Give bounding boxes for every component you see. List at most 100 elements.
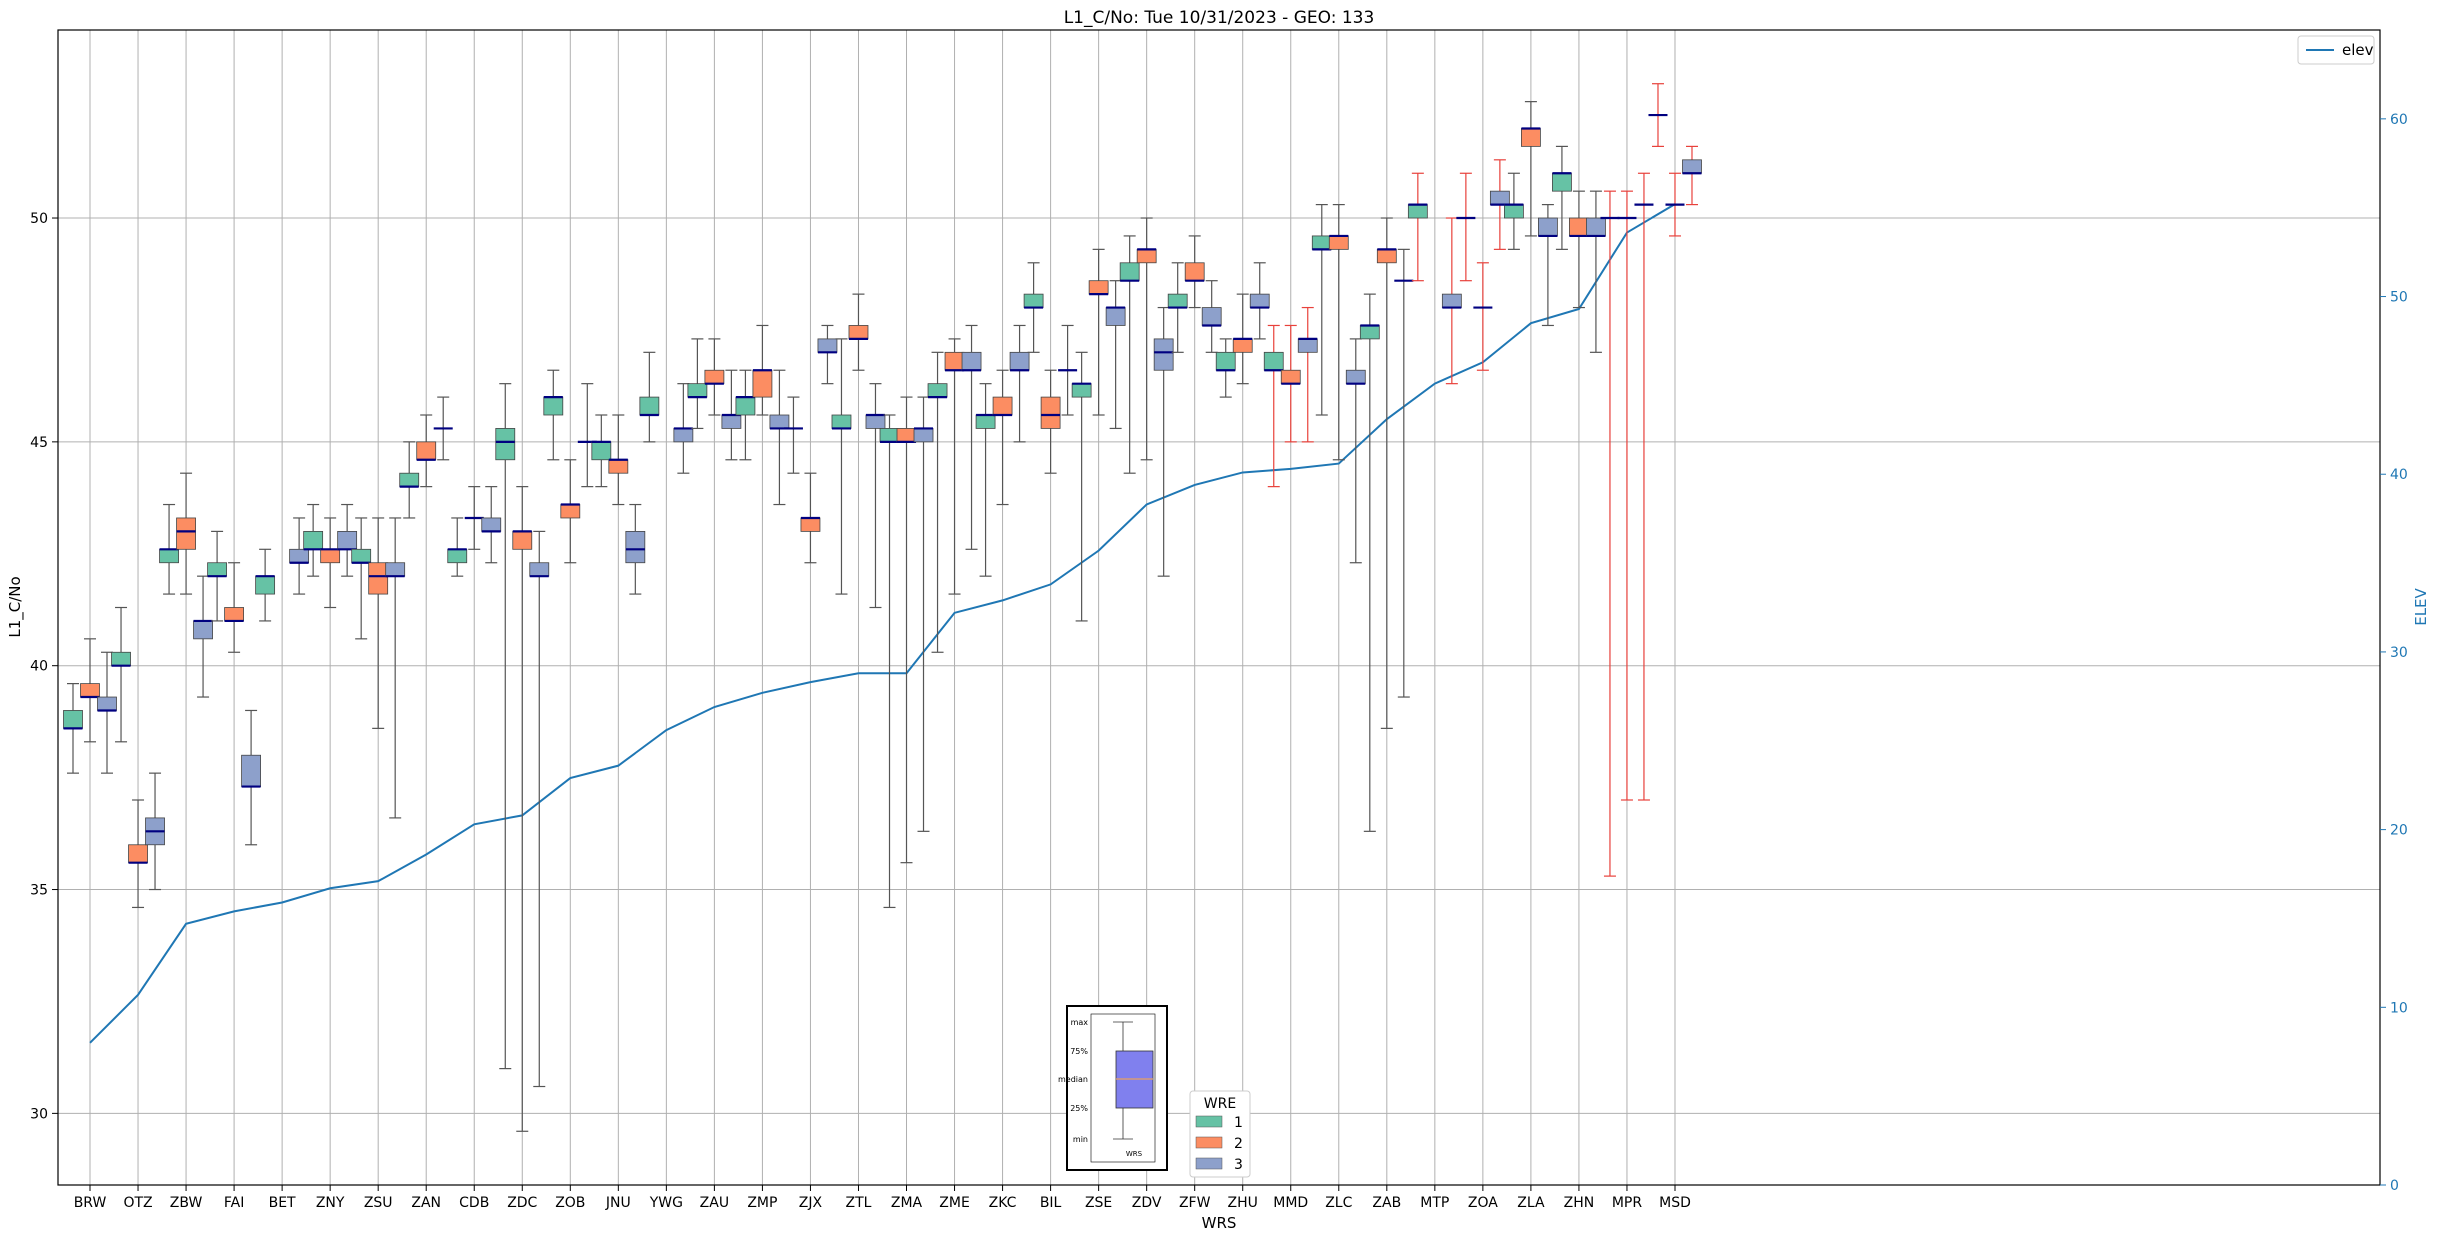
box-zab-wre1	[1359, 293, 1380, 832]
box-iqr	[416, 441, 437, 461]
box-iqr	[608, 459, 629, 474]
y-tick-label: 35	[30, 883, 48, 899]
box-mpr-wre2	[1617, 190, 1637, 801]
box-fai-wre3	[241, 709, 261, 846]
wre-legend-swatch-1	[1195, 1115, 1223, 1128]
box-iqr	[1153, 338, 1174, 371]
box-iqr	[1105, 307, 1126, 326]
box-zme-wre3	[961, 324, 982, 550]
box-cdb-wre3	[481, 486, 502, 564]
box-iqr	[1682, 159, 1702, 174]
box-zau-wre1	[687, 338, 708, 430]
box-otz-wre1	[111, 606, 131, 743]
y2-axis-label: ELEV	[2412, 587, 2430, 625]
x-tick-label: BRW	[74, 1195, 107, 1211]
box-mtp-wre3	[1441, 217, 1462, 385]
box-zoa-wre2	[1473, 262, 1493, 371]
box-zdv-wre1	[1119, 235, 1140, 474]
box-brw-wre2	[80, 638, 100, 743]
x-tick-label: ZBW	[170, 1195, 203, 1211]
wre-legend-label-3: 3	[1234, 1157, 1243, 1173]
box-iqr	[1521, 128, 1541, 147]
box-iqr	[769, 414, 790, 429]
x-tick-label: JNU	[605, 1195, 631, 1211]
x-tick-label: ZLA	[1517, 1195, 1545, 1211]
x-tick-label: MMD	[1273, 1195, 1308, 1211]
box-zsu-wre1	[351, 517, 372, 640]
box-zbw-wre3	[193, 575, 213, 698]
box-zan-wre3	[433, 396, 453, 461]
wre-legend-title: WRE	[1204, 1096, 1236, 1112]
y2-tick-label: 60	[2390, 112, 2408, 128]
box-zny-wre1	[303, 503, 324, 577]
box-mpr-wre1	[1600, 190, 1620, 877]
x-tick-label: ZLC	[1325, 1195, 1352, 1211]
box-iqr	[1552, 172, 1572, 192]
box-iqr	[1297, 338, 1318, 353]
box-iqr	[913, 428, 934, 443]
key-label-min: min	[1073, 1135, 1088, 1144]
box-iqr	[1280, 369, 1301, 385]
box-zhn-wre2	[1569, 190, 1589, 309]
box-iqr	[1359, 325, 1380, 340]
box-iqr	[721, 414, 742, 429]
box-iqr	[1167, 293, 1188, 308]
box-iqr	[447, 548, 468, 564]
y2-tick-label: 10	[2390, 1000, 2408, 1016]
y-tick-label: 45	[30, 435, 48, 451]
box-iqr	[80, 683, 100, 698]
wre-legend: WRE 1 2 3	[1189, 1090, 1251, 1178]
box-iqr	[704, 369, 725, 385]
box-zkc-wre3	[1009, 324, 1030, 443]
box-zmp-wre3	[769, 369, 790, 506]
box-iqr	[1586, 217, 1606, 237]
box-iqr	[320, 548, 341, 564]
box-zhu-wre1	[1215, 338, 1236, 398]
box-iqr	[673, 428, 694, 443]
y2-tick-label: 0	[2390, 1178, 2399, 1194]
box-zhn-wre1	[1552, 145, 1572, 250]
elevation-series	[89, 203, 1676, 1044]
box-jnu-wre1	[591, 414, 612, 488]
box-mmd-wre2	[1280, 324, 1301, 443]
box-bet-wre3	[289, 517, 310, 595]
box-zab-wre2	[1376, 217, 1397, 729]
box-zme-wre2	[944, 338, 965, 595]
y-axis-left: 30 35 40 45 50	[30, 211, 58, 1122]
box-ywg-wre1	[639, 351, 660, 443]
box-zob-wre3	[577, 383, 597, 488]
x-axis: BRW OTZ ZBW FAI BET ZNY ZSU ZAN CDB ZDC ZOB JNU YWG Z…	[74, 1185, 1691, 1211]
box-zmp-wre2	[752, 324, 773, 416]
y-tick-label: 40	[30, 659, 48, 675]
box-zmp-wre1	[735, 369, 756, 461]
x-tick-label: ZKC	[989, 1195, 1017, 1211]
box-zdc-wre2	[512, 486, 533, 1132]
x-tick-label: CDB	[459, 1195, 489, 1211]
box-msd-wre2	[1665, 172, 1685, 237]
box-zob-wre1	[543, 369, 564, 461]
box-ztl-wre2	[848, 293, 869, 371]
box-iqr	[1136, 248, 1157, 264]
box-jnu-wre3	[625, 503, 646, 595]
box-zhu-wre2	[1232, 293, 1253, 385]
box-bet-wre1	[255, 548, 276, 622]
x-tick-label: ZSE	[1085, 1195, 1112, 1211]
x-tick-label: ZTL	[846, 1195, 872, 1211]
box-zlc-wre2	[1328, 203, 1349, 461]
box-zfw-wre1	[1167, 262, 1188, 353]
box-zfw-wre3	[1201, 280, 1222, 353]
key-xlabel: WRS	[1126, 1150, 1143, 1158]
plot-frame	[57, 29, 2381, 1186]
x-tick-label: ZFW	[1179, 1195, 1211, 1211]
box-iqr	[97, 696, 117, 711]
box-fai-wre1	[207, 530, 227, 622]
box-brw-wre3	[97, 651, 117, 774]
box-iqr	[176, 517, 196, 550]
x-tick-label: OTZ	[123, 1195, 152, 1211]
box-zse-wre3	[1105, 280, 1126, 430]
box-iqr	[224, 607, 244, 622]
box-iqr	[337, 530, 358, 550]
box-zoa-wre3	[1489, 159, 1510, 250]
x-tick-label: ZNY	[316, 1195, 345, 1211]
box-zla-wre2	[1521, 101, 1541, 237]
